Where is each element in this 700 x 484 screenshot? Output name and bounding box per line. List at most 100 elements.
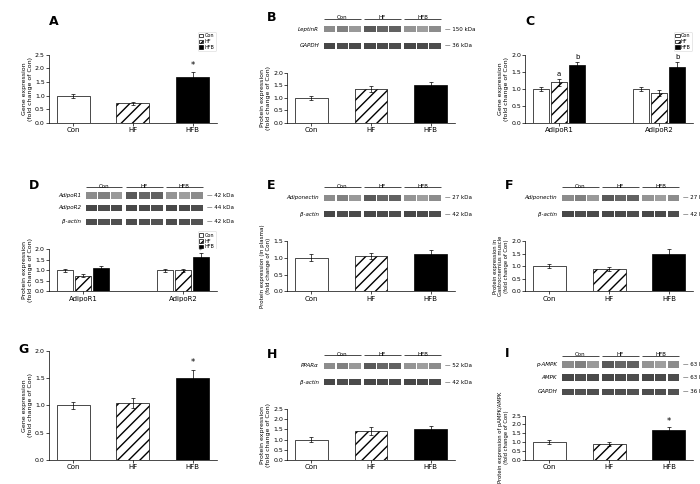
Bar	[562, 389, 573, 395]
Bar	[429, 363, 441, 369]
Text: — 42 kDa: — 42 kDa	[206, 219, 234, 224]
Text: HF: HF	[617, 184, 624, 189]
Bar	[429, 195, 441, 200]
Bar	[389, 379, 400, 385]
Bar	[377, 195, 388, 200]
Bar	[86, 205, 97, 211]
Text: β-actin: β-actin	[538, 212, 557, 217]
Text: *: *	[190, 359, 195, 367]
Bar	[643, 361, 654, 368]
Text: Con: Con	[575, 352, 586, 357]
Bar	[655, 211, 666, 217]
Bar	[602, 374, 614, 381]
Bar	[668, 67, 685, 123]
Bar	[668, 195, 679, 200]
Bar	[575, 361, 586, 368]
Text: β-actin: β-actin	[300, 212, 319, 217]
Bar	[324, 211, 335, 217]
Bar	[404, 26, 416, 32]
Bar	[627, 361, 639, 368]
Bar	[324, 26, 335, 32]
Text: b: b	[575, 54, 580, 60]
Bar	[349, 26, 360, 32]
Bar	[86, 219, 97, 225]
Bar	[57, 96, 90, 123]
Bar	[139, 192, 150, 198]
Bar	[587, 361, 598, 368]
Bar	[111, 192, 122, 198]
Text: — 27 kDa: — 27 kDa	[444, 195, 472, 200]
Bar	[355, 89, 387, 123]
Bar	[575, 211, 586, 217]
Bar	[429, 211, 441, 217]
Bar	[166, 219, 178, 225]
Bar	[324, 379, 335, 385]
Bar	[337, 195, 348, 200]
Legend: Con, HF, HFB: Con, HF, HFB	[197, 231, 216, 251]
Text: — 52 kDa: — 52 kDa	[444, 363, 472, 368]
Bar	[178, 192, 190, 198]
Bar	[364, 195, 375, 200]
Bar	[349, 43, 360, 49]
Bar	[562, 211, 573, 217]
Bar	[166, 192, 178, 198]
Bar	[652, 254, 685, 291]
Text: Con: Con	[337, 184, 348, 189]
Bar	[416, 363, 428, 369]
Text: LeptinR: LeptinR	[298, 27, 319, 32]
Bar	[337, 43, 348, 49]
Bar	[414, 254, 447, 291]
Text: AMPK: AMPK	[542, 375, 557, 380]
Bar	[178, 205, 190, 211]
Bar	[324, 363, 335, 369]
Bar	[416, 379, 428, 385]
Bar	[355, 431, 387, 460]
Bar	[602, 389, 614, 395]
Bar	[651, 93, 667, 123]
Text: AdipoR1: AdipoR1	[58, 193, 81, 198]
Text: HF: HF	[379, 15, 386, 20]
Text: C: C	[525, 15, 534, 28]
Bar	[377, 363, 388, 369]
Bar	[337, 211, 348, 217]
Text: p-AMPK: p-AMPK	[536, 362, 557, 367]
Bar	[429, 26, 441, 32]
Bar	[627, 195, 639, 200]
Bar	[295, 98, 328, 123]
Text: — 150 kDa: — 150 kDa	[444, 27, 475, 32]
Text: HF: HF	[617, 352, 624, 357]
Bar	[633, 89, 650, 123]
Text: G: G	[19, 343, 29, 356]
Bar	[389, 363, 400, 369]
Text: HF: HF	[141, 184, 148, 189]
Bar	[191, 219, 202, 225]
Bar	[389, 26, 400, 32]
Bar	[429, 43, 441, 49]
Bar	[349, 211, 360, 217]
Bar	[364, 26, 375, 32]
Text: Con: Con	[575, 184, 586, 189]
Bar	[111, 219, 122, 225]
Text: b: b	[675, 54, 679, 60]
Bar	[57, 406, 90, 460]
Text: — 36 kDa: — 36 kDa	[683, 390, 700, 394]
Bar	[627, 374, 639, 381]
Bar	[414, 85, 447, 123]
Bar	[324, 43, 335, 49]
Bar	[575, 374, 586, 381]
Y-axis label: Protein expression in
Gastrocnemius muscle
(fold change of Con): Protein expression in Gastrocnemius musc…	[493, 236, 509, 296]
Bar	[191, 192, 202, 198]
Bar	[364, 363, 375, 369]
Bar	[389, 43, 400, 49]
Bar	[627, 211, 639, 217]
Bar	[587, 374, 598, 381]
Bar	[551, 82, 568, 123]
Text: Adiponectin: Adiponectin	[286, 195, 319, 200]
Bar	[429, 379, 441, 385]
Bar	[416, 26, 428, 32]
Text: HFB: HFB	[417, 15, 428, 20]
Text: — 63 kDa: — 63 kDa	[683, 362, 700, 367]
Bar	[404, 211, 416, 217]
Text: HF: HF	[379, 184, 386, 189]
Text: — 42 kDa: — 42 kDa	[683, 212, 700, 217]
